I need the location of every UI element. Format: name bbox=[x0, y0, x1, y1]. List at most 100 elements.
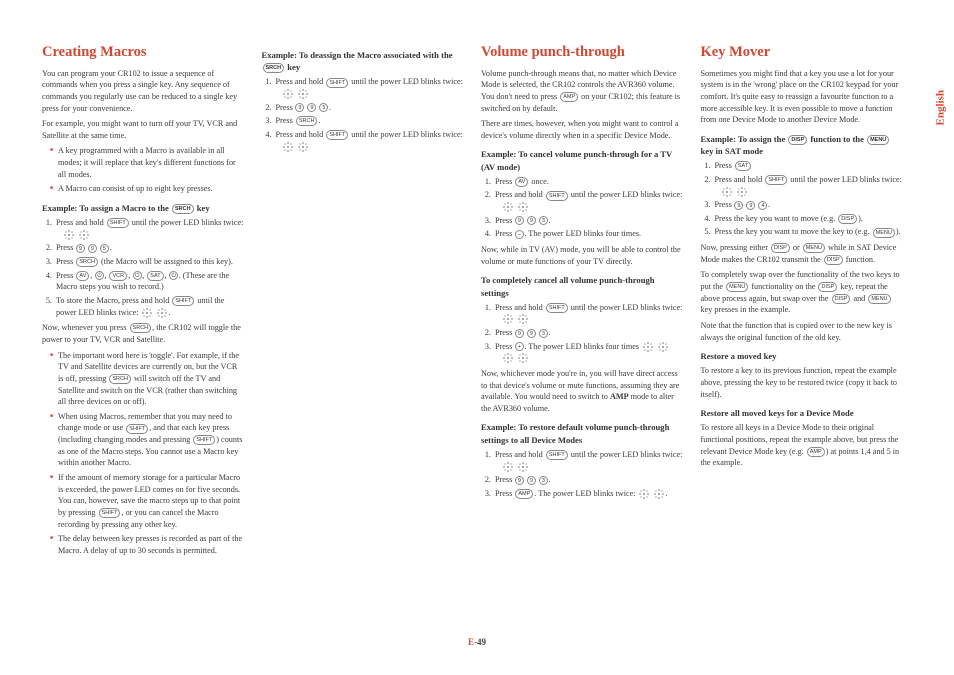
key-icon: 9 bbox=[307, 103, 316, 112]
blink-icon bbox=[654, 488, 665, 499]
blink-icon bbox=[78, 229, 89, 240]
step: Press SAT bbox=[713, 160, 903, 172]
blink-icon bbox=[283, 89, 294, 100]
para: Now, whenever you press SRCH, the CR102 … bbox=[42, 322, 244, 345]
key-icon: 9 bbox=[527, 476, 536, 485]
bullet: The delay between key presses is recorde… bbox=[50, 533, 244, 556]
column-2: Example: To deassign the Macro associate… bbox=[262, 42, 464, 602]
step: Press the key you want to move (e.g. DIS… bbox=[713, 213, 903, 225]
language-label: English bbox=[934, 90, 946, 125]
key-icon: 9 bbox=[295, 103, 304, 112]
page-number: E-49 bbox=[468, 637, 486, 647]
key-icon: 9 bbox=[88, 244, 97, 253]
subheading: Example: To deassign the Macro associate… bbox=[262, 49, 464, 73]
blink-icon bbox=[517, 353, 528, 364]
key-icon: AMP bbox=[515, 489, 533, 499]
page-columns: Creating Macros You can program your CR1… bbox=[42, 42, 902, 602]
key-icon: SHIFT bbox=[193, 435, 215, 445]
key-icon: MENU bbox=[868, 294, 890, 304]
key-icon: SRCH bbox=[172, 204, 194, 214]
subheading: Example: To assign a Macro to the SRCH k… bbox=[42, 202, 244, 214]
key-icon: AV bbox=[76, 271, 89, 281]
step: Press +. The power LED blinks four times bbox=[493, 341, 683, 364]
para: To restore all keys in a Device Mode to … bbox=[701, 422, 903, 469]
page-num: 49 bbox=[477, 637, 486, 647]
heading-creating-macros: Creating Macros bbox=[42, 42, 244, 63]
bullet: A Macro can consist of up to eight key p… bbox=[50, 183, 244, 195]
blink-icon bbox=[63, 229, 74, 240]
blink-icon bbox=[142, 307, 153, 318]
key-icon: DISP bbox=[832, 294, 851, 304]
key-icon: SHIFT bbox=[126, 424, 148, 434]
step: Press and hold SHIFT until the power LED… bbox=[493, 189, 683, 212]
step: Press and hold SHIFT until the power LED… bbox=[274, 129, 464, 152]
step: Press 9 9 3. bbox=[493, 327, 683, 339]
step: Press and hold SHIFT until the power LED… bbox=[274, 76, 464, 99]
key-icon: AMP bbox=[560, 92, 578, 102]
blink-icon bbox=[737, 186, 748, 197]
step: To store the Macro, press and hold SHIFT… bbox=[54, 295, 244, 318]
key-icon: VCR bbox=[109, 271, 127, 281]
subheading: To completely cancel all volume punch-th… bbox=[481, 274, 683, 298]
step: Press and hold SHIFT until the power LED… bbox=[493, 302, 683, 325]
key-icon: SHIFT bbox=[765, 175, 787, 185]
key-icon: SHIFT bbox=[326, 78, 348, 88]
key-icon: 9 bbox=[515, 476, 524, 485]
key-icon: + bbox=[515, 342, 524, 351]
heading-volume: Volume punch-through bbox=[481, 42, 683, 63]
key-icon: SRCH bbox=[76, 257, 98, 267]
step: Press 9 9 5. bbox=[54, 242, 244, 254]
subheading: Example: To cancel volume punch-through … bbox=[481, 148, 683, 172]
step: Press SRCH (the Macro will be assigned t… bbox=[54, 256, 244, 268]
key-icon: DISP bbox=[788, 135, 807, 145]
para: Note that the function that is copied ov… bbox=[701, 320, 903, 343]
blink-icon bbox=[642, 341, 653, 352]
key-icon: 9 bbox=[76, 244, 85, 253]
step: Press the key you want to move the key t… bbox=[713, 226, 903, 238]
para: To restore a key to its previous functio… bbox=[701, 365, 903, 400]
key-icon: MENU bbox=[803, 243, 825, 253]
key-icon: DISP bbox=[771, 243, 790, 253]
step: Press AMP. The power LED blinks twice: . bbox=[493, 488, 683, 500]
bullet: If the amount of memory storage for a pa… bbox=[50, 472, 244, 530]
subheading: Example: To assign the DISP function to … bbox=[701, 133, 903, 157]
para: Now, whichever mode you're in, you will … bbox=[481, 368, 683, 415]
page-prefix: E- bbox=[468, 637, 477, 647]
bullet: The important word here is 'toggle'. For… bbox=[50, 350, 244, 408]
para: Now, pressing either DISP or MENU while … bbox=[701, 242, 903, 265]
step: Press and hold SHIFT until the power LED… bbox=[713, 174, 903, 197]
blink-icon bbox=[298, 141, 309, 152]
column-1: Creating Macros You can program your CR1… bbox=[42, 42, 244, 602]
key-icon: SAT bbox=[147, 271, 163, 281]
key-icon: DISP bbox=[838, 214, 857, 224]
key-icon: – bbox=[515, 230, 524, 239]
key-icon: 9 bbox=[515, 216, 524, 225]
key-icon: ⏻ bbox=[169, 271, 178, 280]
blink-icon bbox=[657, 341, 668, 352]
blink-icon bbox=[298, 89, 309, 100]
key-icon: SRCH bbox=[109, 374, 131, 384]
step: Press 9 9 5. bbox=[274, 102, 464, 114]
key-icon: SHIFT bbox=[546, 191, 568, 201]
step: Press –. The power LED blinks four times… bbox=[493, 228, 683, 240]
key-icon: 5 bbox=[100, 244, 109, 253]
bullet: When using Macros, remember that you may… bbox=[50, 411, 244, 469]
blink-icon bbox=[517, 202, 528, 213]
key-icon: 9 bbox=[746, 201, 755, 210]
key-icon: MENU bbox=[867, 135, 889, 145]
key-icon: 9 bbox=[515, 329, 524, 338]
key-icon: AMP bbox=[807, 447, 825, 457]
key-icon: 3 bbox=[539, 476, 548, 485]
subheading: Restore all moved keys for a Device Mode bbox=[701, 407, 903, 419]
key-icon: SHIFT bbox=[546, 303, 568, 313]
step: Press SRCH. bbox=[274, 115, 464, 127]
para: Sometimes you might find that a key you … bbox=[701, 68, 903, 126]
para: To completely swap over the functionalit… bbox=[701, 269, 903, 316]
heading-key-mover: Key Mover bbox=[701, 42, 903, 63]
key-icon: SHIFT bbox=[326, 130, 348, 140]
column-4: Key Mover Sometimes you might find that … bbox=[701, 42, 903, 602]
key-icon: 9 bbox=[527, 216, 536, 225]
blink-icon bbox=[283, 141, 294, 152]
key-icon: MENU bbox=[726, 282, 748, 292]
step: Press and hold SHIFT until the power LED… bbox=[493, 449, 683, 472]
